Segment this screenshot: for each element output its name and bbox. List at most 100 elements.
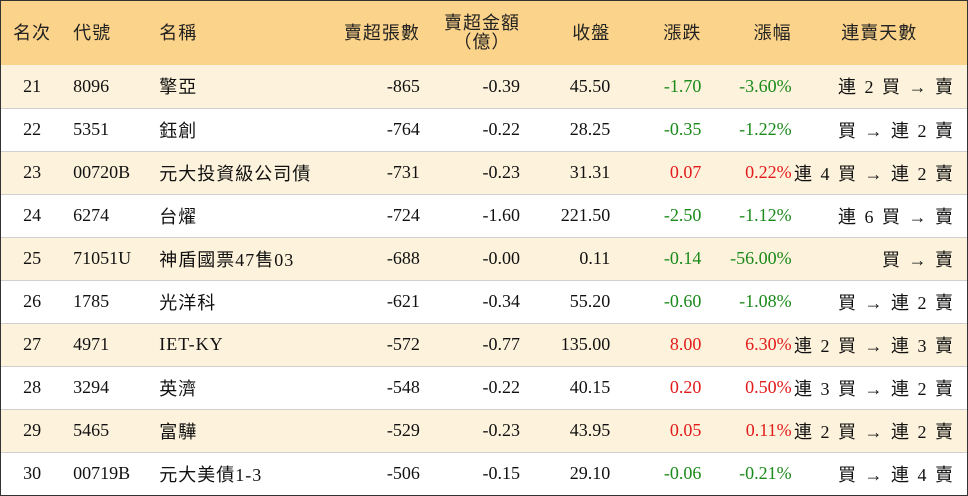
cell-close: 45.50 [569, 75, 611, 96]
cell-rank: 24 [23, 205, 42, 225]
cell-code: 3294 [73, 377, 110, 397]
cell-change-pct: -1.08% [739, 291, 792, 311]
cell-code: 00719B [73, 463, 131, 483]
cell-net-amount: -1.60 [482, 205, 521, 225]
cell-change: -0.14 [663, 248, 702, 268]
cell-change-pct: -56.00% [730, 248, 792, 268]
cell-change-pct: -0.21% [739, 463, 792, 483]
table-row: 25 71051U 神盾國票47售03 -688 -0.00 0.11 -0.14 -56.0… [1, 237, 967, 280]
cell-streak: 買 → 賣 [882, 249, 955, 270]
cell-code: 5351 [73, 119, 110, 139]
cell-close: 31.31 [569, 162, 611, 182]
cell-code: 1785 [73, 291, 110, 311]
cell-net-lots: -621 [386, 291, 420, 311]
cell-net-lots: -548 [386, 377, 420, 397]
cell-close: 135.00 [560, 334, 611, 354]
cell-rank: 23 [23, 162, 42, 182]
cell-net-lots: -506 [386, 463, 420, 483]
cell-code: 5465 [73, 420, 110, 440]
cell-net-amount: -0.23 [482, 162, 521, 182]
header-change-pct: 漲幅 [753, 22, 792, 43]
cell-net-amount: -0.39 [482, 75, 521, 96]
cell-close: 29.10 [569, 463, 611, 483]
cell-close: 221.50 [560, 205, 611, 225]
cell-net-lots: -865 [386, 75, 420, 96]
cell-close: 43.95 [569, 420, 611, 440]
table-row: 24 6274 台燿 -724 -1.60 221.50 -2.50 -1.12% 連 6 買 … [1, 194, 967, 237]
cell-change: 0.05 [669, 420, 702, 440]
header-streak: 連賣天數 [841, 22, 918, 43]
table-row: 27 4971 IET-KY -572 -0.77 135.00 8.00 6.30% 連 2 … [1, 323, 967, 366]
cell-name: 神盾國票47售03 [159, 249, 295, 270]
table-row: 22 5351 鈺創 -764 -0.22 28.25 -0.35 -1.22% 買 → 連 2… [1, 108, 967, 151]
cell-change-pct: 0.50% [745, 377, 792, 397]
cell-streak: 連 2 買 → 連 2 賣 [794, 421, 955, 442]
cell-change-pct: 6.30% [745, 334, 792, 354]
cell-change-pct: -1.12% [739, 205, 792, 225]
cell-name: 擎亞 [159, 77, 198, 98]
cell-code: 6274 [73, 205, 110, 225]
cell-change-pct: 0.11% [745, 420, 792, 440]
cell-streak: 連 6 買 → 賣 [838, 206, 955, 227]
cell-close: 28.25 [569, 119, 611, 139]
cell-streak: 買 → 連 2 賣 [838, 292, 955, 313]
cell-rank: 28 [23, 377, 42, 397]
cell-streak: 買 → 連 2 賣 [838, 120, 955, 141]
cell-net-lots: -731 [386, 162, 420, 182]
table-row: 30 00719B 元大美債1-3 -506 -0.15 29.10 -0.06 -0.21%… [1, 452, 967, 495]
cell-net-lots: -724 [386, 205, 420, 225]
cell-net-amount: -0.77 [482, 334, 521, 354]
cell-change: 0.07 [669, 162, 702, 182]
cell-change: -1.70 [663, 75, 702, 96]
cell-net-amount: -0.22 [482, 119, 521, 139]
cell-change-pct: 0.22% [745, 162, 792, 182]
table-row: 29 5465 富驊 -529 -0.23 43.95 0.05 0.11% 連 2 買 → 連… [1, 409, 967, 452]
cell-rank: 26 [23, 291, 42, 311]
cell-net-amount: -0.15 [482, 463, 521, 483]
table-row: 23 00720B 元大投資級公司債 -731 -0.23 31.31 0.07 0.22% 連… [1, 151, 967, 194]
header-name: 名稱 [159, 22, 198, 43]
cell-rank: 22 [23, 119, 42, 139]
cell-streak: 連 4 買 → 連 2 賣 [794, 163, 955, 184]
header-net-amount-line2: （億） [453, 32, 511, 52]
cell-close: 40.15 [569, 377, 611, 397]
cell-change: -0.60 [663, 291, 702, 311]
cell-net-lots: -764 [386, 119, 420, 139]
cell-net-amount: -0.23 [482, 420, 521, 440]
header-net-amount: 賣超金額 （億） [420, 1, 520, 65]
cell-change-pct: -3.60% [739, 75, 792, 96]
cell-code: 00720B [73, 162, 131, 182]
cell-net-lots: -688 [386, 248, 420, 268]
cell-name: 英濟 [159, 378, 198, 399]
cell-name: 富驊 [159, 421, 198, 442]
cell-rank: 29 [23, 420, 42, 440]
cell-code: 4971 [73, 334, 110, 354]
header-close: 收盤 [572, 22, 611, 43]
cell-rank: 21 [23, 75, 42, 96]
cell-streak: 連 2 買 → 連 3 賣 [794, 335, 955, 356]
cell-name: 元大投資級公司債 [159, 163, 312, 184]
cell-change: -0.06 [663, 463, 702, 483]
table-row: 28 3294 英濟 -548 -0.22 40.15 0.20 0.50% 連 3 買 → 連… [1, 366, 967, 409]
cell-change: -0.35 [663, 119, 702, 139]
header-net-lots: 賣超張數 [343, 22, 420, 43]
cell-rank: 30 [23, 463, 42, 483]
cell-name: 台燿 [159, 206, 198, 227]
cell-net-lots: -572 [386, 334, 420, 354]
table-row: 21 8096 擎亞 -865 -0.39 45.50 -1.70 -3.60% 連 2 買 →… [1, 65, 967, 108]
cell-close: 55.20 [569, 291, 611, 311]
header-net-amount-line1: 賣超金額 [444, 13, 521, 33]
cell-name: 鈺創 [159, 120, 198, 141]
cell-rank: 25 [23, 248, 42, 268]
cell-change: 8.00 [669, 334, 702, 354]
cell-name: IET-KY [159, 334, 224, 354]
cell-rank: 27 [23, 334, 42, 354]
table-row: 26 1785 光洋科 -621 -0.34 55.20 -0.60 -1.08% 買 → 連 … [1, 280, 967, 323]
header-code: 代號 [73, 22, 112, 43]
cell-net-amount: -0.34 [482, 291, 521, 311]
cell-net-amount: -0.00 [482, 248, 521, 268]
cell-code: 8096 [73, 75, 110, 96]
cell-change: -2.50 [663, 205, 702, 225]
